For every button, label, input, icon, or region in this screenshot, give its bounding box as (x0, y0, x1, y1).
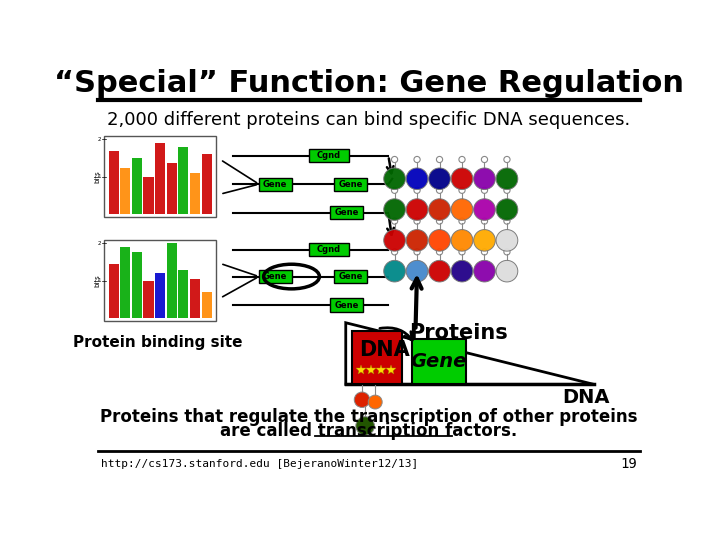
Circle shape (406, 168, 428, 190)
Circle shape (368, 395, 382, 409)
Circle shape (428, 168, 451, 190)
Text: 2: 2 (97, 241, 101, 246)
Bar (109, 265, 119, 318)
Text: bits: bits (95, 274, 101, 287)
Circle shape (451, 168, 473, 190)
Circle shape (451, 199, 473, 220)
Text: Proteins that regulate the transcription of other proteins: Proteins that regulate the transcription… (100, 408, 638, 427)
Text: 19: 19 (621, 457, 637, 471)
Text: Gene: Gene (338, 272, 363, 281)
Text: are called transcription factors.: are called transcription factors. (220, 422, 518, 440)
Circle shape (451, 230, 473, 251)
Bar (190, 173, 200, 214)
Bar (155, 143, 165, 214)
FancyBboxPatch shape (259, 178, 292, 191)
Text: Proteins: Proteins (409, 323, 508, 343)
Bar (155, 273, 165, 318)
Circle shape (384, 260, 405, 282)
Bar (202, 154, 212, 214)
Circle shape (406, 230, 428, 251)
Circle shape (354, 392, 370, 408)
Text: Protein binding site: Protein binding site (73, 334, 243, 349)
Bar (412, 339, 466, 384)
Text: Gene: Gene (263, 180, 287, 188)
FancyBboxPatch shape (330, 299, 363, 312)
Circle shape (451, 260, 473, 282)
Bar (179, 147, 189, 214)
FancyBboxPatch shape (334, 270, 366, 283)
Circle shape (496, 168, 518, 190)
Circle shape (474, 199, 495, 220)
Circle shape (428, 260, 451, 282)
Bar (104, 240, 216, 321)
Bar (104, 137, 216, 217)
Circle shape (428, 199, 451, 220)
Circle shape (474, 168, 495, 190)
Text: Cgnd: Cgnd (317, 151, 341, 160)
Circle shape (406, 260, 428, 282)
Text: “Special” Function: Gene Regulation: “Special” Function: Gene Regulation (54, 69, 684, 98)
Bar (202, 292, 212, 318)
Circle shape (384, 199, 405, 220)
Circle shape (496, 260, 518, 282)
Circle shape (496, 230, 518, 251)
Circle shape (474, 230, 495, 251)
Circle shape (406, 199, 428, 220)
Text: 1: 1 (97, 174, 101, 179)
Bar (179, 269, 189, 318)
Text: Gene: Gene (410, 352, 467, 371)
Circle shape (384, 230, 405, 251)
Circle shape (384, 168, 405, 190)
Bar (167, 244, 177, 318)
Bar (132, 252, 142, 318)
Text: Cgnd: Cgnd (317, 245, 341, 254)
Bar (190, 279, 200, 318)
Bar (120, 168, 130, 214)
Text: bits: bits (95, 171, 101, 183)
Bar (143, 177, 153, 214)
FancyBboxPatch shape (334, 178, 366, 191)
Text: 2,000 different proteins can bind specific DNA sequences.: 2,000 different proteins can bind specif… (107, 111, 631, 129)
FancyBboxPatch shape (259, 270, 292, 283)
Text: Gene: Gene (338, 180, 363, 188)
Text: 2: 2 (97, 137, 101, 142)
Bar (109, 151, 119, 214)
Circle shape (356, 417, 374, 435)
Text: Gene: Gene (263, 272, 287, 281)
Text: DNA: DNA (359, 340, 410, 360)
Circle shape (496, 199, 518, 220)
Text: Gene: Gene (334, 208, 359, 217)
Bar (167, 164, 177, 214)
Text: DNA: DNA (562, 388, 610, 407)
FancyBboxPatch shape (330, 206, 363, 219)
Bar (143, 281, 153, 318)
Text: http://cs173.stanford.edu [BejeranoWinter12/13]: http://cs173.stanford.edu [BejeranoWinte… (101, 458, 418, 469)
Text: Gene: Gene (334, 301, 359, 309)
Circle shape (428, 230, 451, 251)
FancyBboxPatch shape (309, 149, 349, 162)
Bar (132, 158, 142, 214)
Bar (352, 331, 402, 384)
FancyBboxPatch shape (309, 243, 349, 256)
Text: 1: 1 (97, 278, 101, 284)
Circle shape (474, 260, 495, 282)
Bar (120, 247, 130, 318)
